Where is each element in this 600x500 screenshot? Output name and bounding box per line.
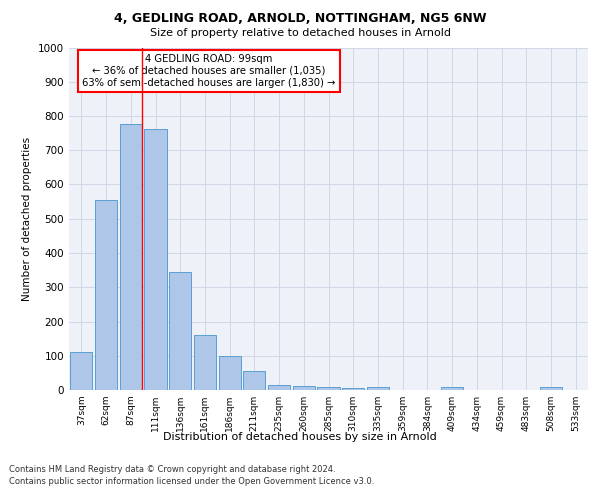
Bar bbox=[145, 129, 167, 390]
Bar bbox=[70, 352, 92, 390]
Bar bbox=[218, 356, 241, 390]
Text: 4, GEDLING ROAD, ARNOLD, NOTTINGHAM, NG5 6NW: 4, GEDLING ROAD, ARNOLD, NOTTINGHAM, NG5… bbox=[114, 12, 486, 26]
Text: Size of property relative to detached houses in Arnold: Size of property relative to detached ho… bbox=[149, 28, 451, 38]
Bar bbox=[169, 272, 191, 390]
Bar bbox=[540, 386, 562, 390]
Bar bbox=[119, 124, 142, 390]
Bar bbox=[441, 386, 463, 390]
Bar bbox=[194, 335, 216, 390]
Y-axis label: Number of detached properties: Number of detached properties bbox=[22, 136, 32, 301]
Bar bbox=[317, 388, 340, 390]
Text: Distribution of detached houses by size in Arnold: Distribution of detached houses by size … bbox=[163, 432, 437, 442]
Bar bbox=[243, 371, 265, 390]
Bar bbox=[293, 386, 315, 390]
Bar bbox=[367, 388, 389, 390]
Text: 4 GEDLING ROAD: 99sqm
← 36% of detached houses are smaller (1,035)
63% of semi-d: 4 GEDLING ROAD: 99sqm ← 36% of detached … bbox=[82, 54, 336, 88]
Bar bbox=[342, 388, 364, 390]
Text: Contains public sector information licensed under the Open Government Licence v3: Contains public sector information licen… bbox=[9, 478, 374, 486]
Bar bbox=[268, 384, 290, 390]
Text: Contains HM Land Registry data © Crown copyright and database right 2024.: Contains HM Land Registry data © Crown c… bbox=[9, 465, 335, 474]
Bar bbox=[95, 200, 117, 390]
